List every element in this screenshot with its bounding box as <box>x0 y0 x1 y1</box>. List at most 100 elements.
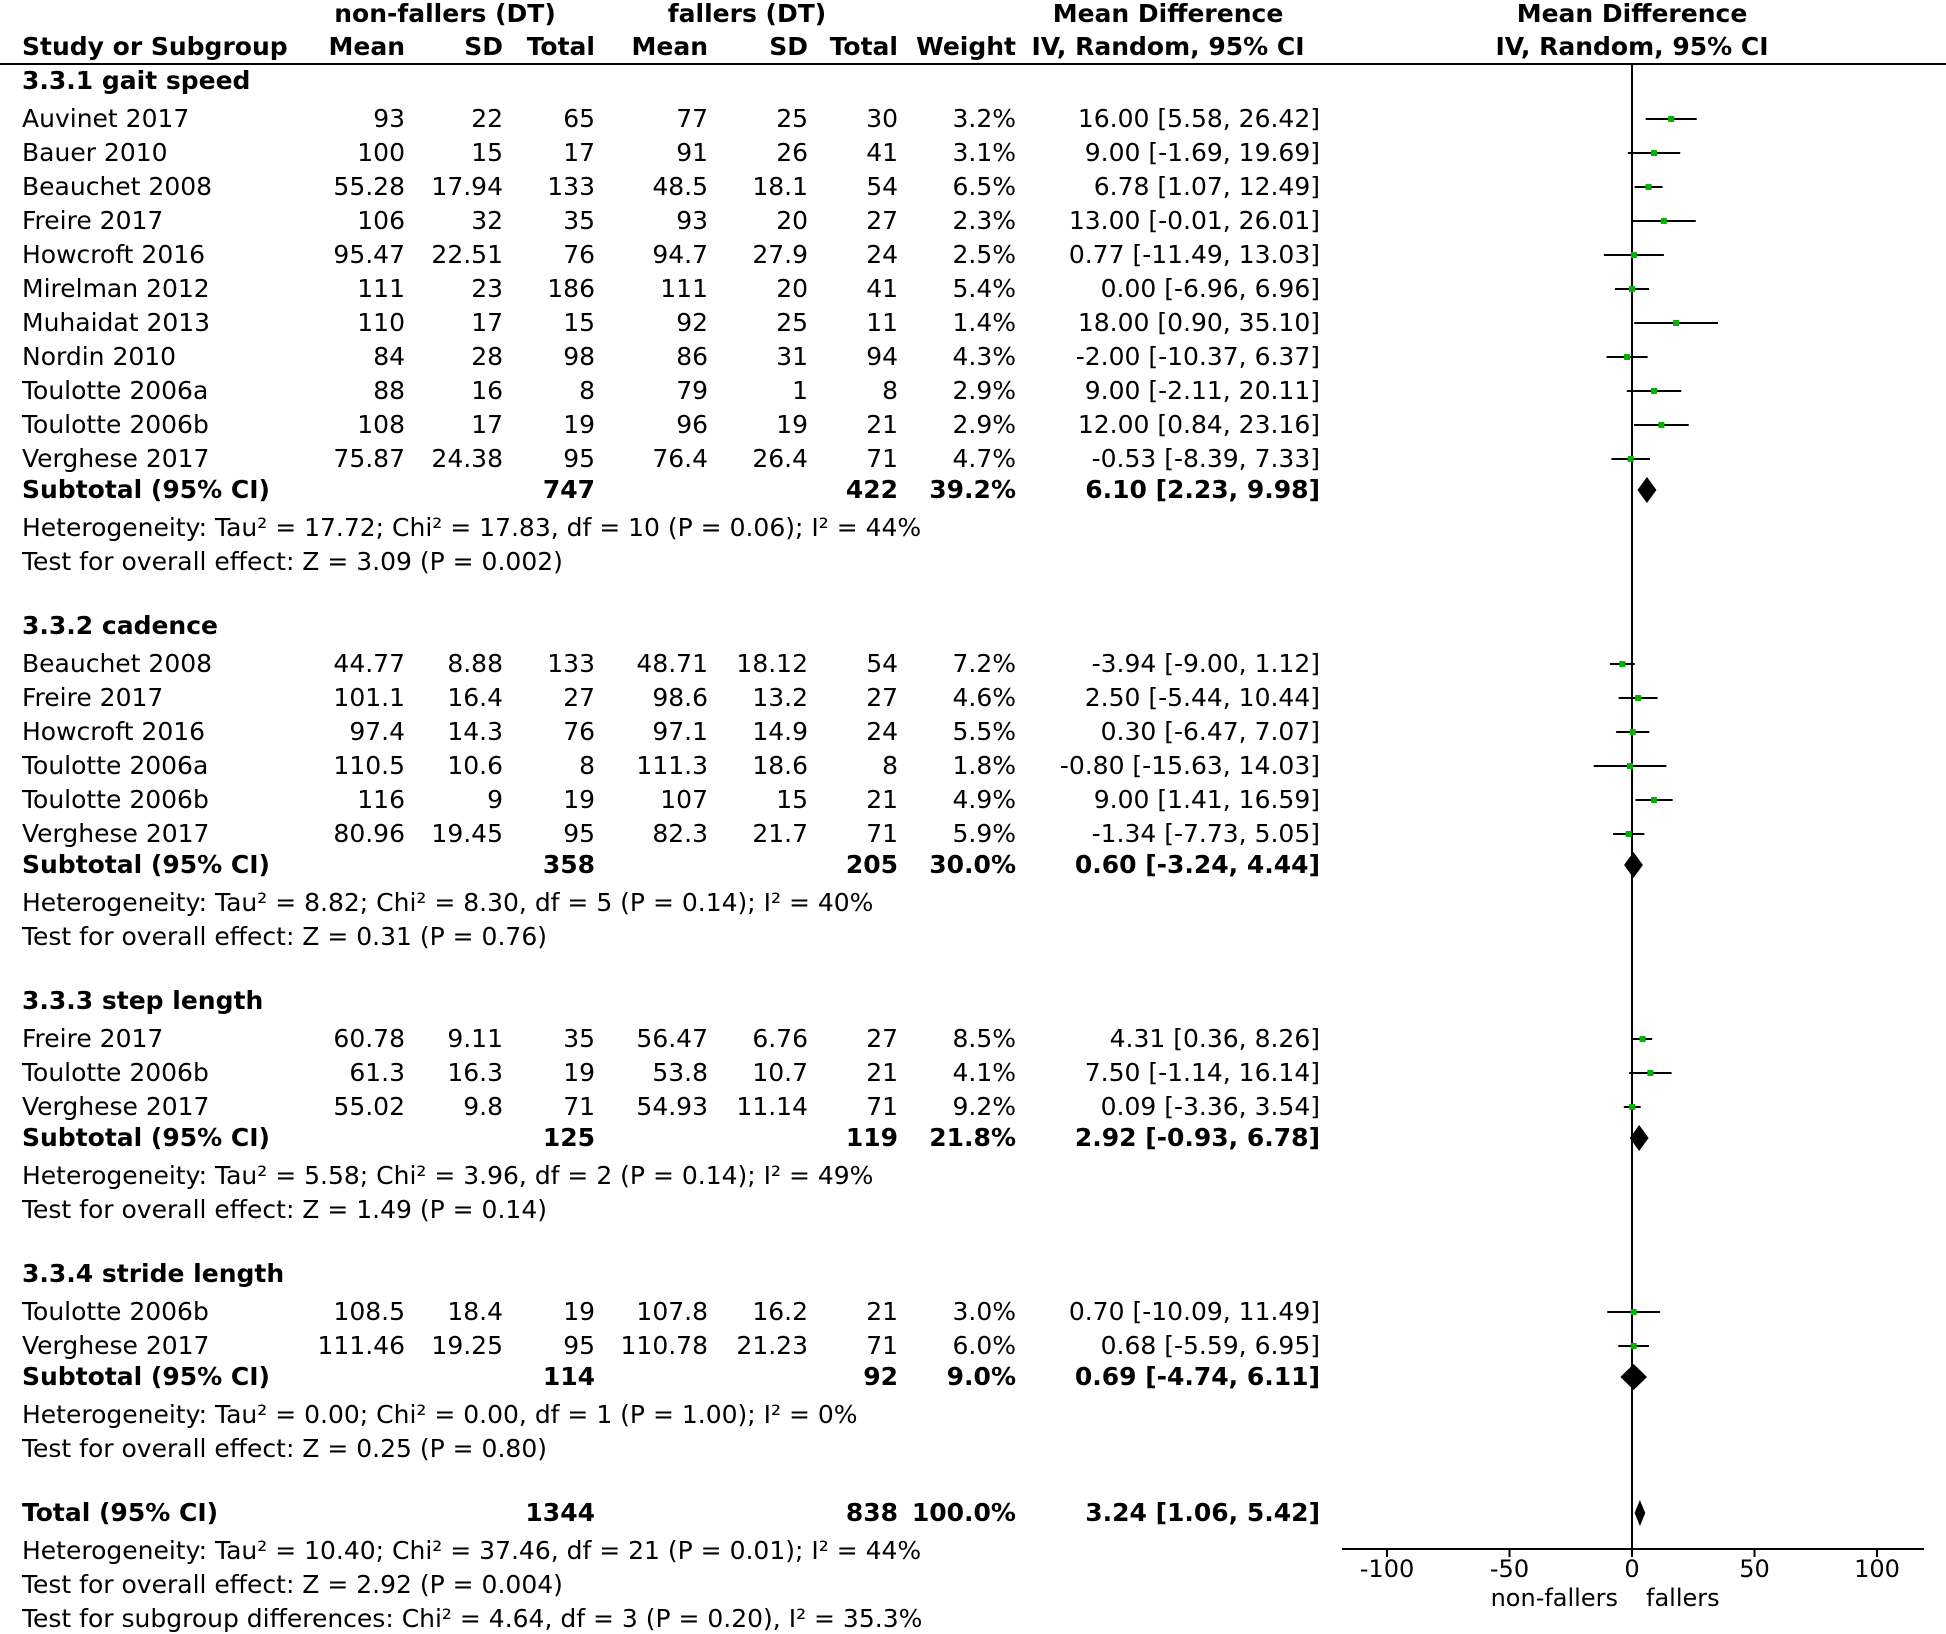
favours-right-label: fallers <box>1646 1584 1720 1612</box>
study-total2: 27 <box>866 206 898 235</box>
study-sd2: 27.9 <box>752 240 808 269</box>
study-total2: 54 <box>866 172 898 201</box>
subtotal-weight: 30.0% <box>929 850 1016 879</box>
study-point <box>1651 388 1658 394</box>
study-point <box>1645 184 1652 190</box>
study-weight: 2.3% <box>952 206 1016 235</box>
study-mean2: 76.4 <box>652 444 708 473</box>
study-mean1: 60.78 <box>333 1024 405 1053</box>
overall-effect-text: Test for overall effect: Z = 0.31 (P = 0… <box>22 922 547 951</box>
study-weight: 4.7% <box>952 444 1016 473</box>
study-mean1: 108.5 <box>333 1297 405 1326</box>
study-weight: 8.5% <box>952 1024 1016 1053</box>
study-ci: 2.50 [-5.44, 10.44] <box>1084 683 1320 712</box>
study-total1: 95 <box>563 819 595 848</box>
study-weight: 1.8% <box>952 751 1016 780</box>
study-sd2: 18.1 <box>752 172 808 201</box>
footer-heterogeneity: Heterogeneity: Tau² = 10.40; Chi² = 37.4… <box>22 1536 922 1565</box>
study-name: Beauchet 2008 <box>22 649 213 678</box>
study-sd2: 19 <box>776 410 808 439</box>
study-point <box>1673 320 1680 326</box>
study-mean2: 94.7 <box>652 240 708 269</box>
study-sd2: 18.6 <box>752 751 808 780</box>
study-name: Verghese 2017 <box>22 1092 210 1121</box>
study-weight: 3.1% <box>952 138 1016 167</box>
study-mean2: 86 <box>676 342 708 371</box>
overall-effect-text: Test for overall effect: Z = 1.49 (P = 0… <box>22 1195 547 1224</box>
study-ci: 0.70 [-10.09, 11.49] <box>1068 1297 1320 1326</box>
x-tick-label: -50 <box>1490 1555 1529 1583</box>
heterogeneity-text: Heterogeneity: Tau² = 17.72; Chi² = 17.8… <box>22 513 922 542</box>
study-sd1: 9.11 <box>447 1024 503 1053</box>
study-mean1: 101.1 <box>333 683 405 712</box>
study-name: Verghese 2017 <box>22 1331 210 1360</box>
subtotal-total1: 747 <box>542 475 595 504</box>
study-ci: 6.78 [1.07, 12.49] <box>1093 172 1320 201</box>
study-name: Auvinet 2017 <box>22 104 190 133</box>
study-sd1: 17 <box>471 410 503 439</box>
study-name: Toulotte 2006a <box>22 751 209 780</box>
study-point <box>1639 1036 1646 1042</box>
header-study-col: Study or Subgroup <box>22 32 288 61</box>
study-total2: 41 <box>866 138 898 167</box>
total-total1: 1344 <box>525 1498 595 1527</box>
study-total1: 8 <box>579 376 595 405</box>
study-total2: 71 <box>866 819 898 848</box>
overall-effect-text: Test for overall effect: Z = 3.09 (P = 0… <box>22 547 563 576</box>
study-total2: 27 <box>866 1024 898 1053</box>
study-ci: -0.80 [-15.63, 14.03] <box>1059 751 1320 780</box>
study-total2: 30 <box>866 104 898 133</box>
header-weight: Weight <box>916 32 1016 61</box>
study-sd2: 13.2 <box>752 683 808 712</box>
header-md-title: Mean Difference <box>1052 0 1284 28</box>
study-sd1: 16.3 <box>447 1058 503 1087</box>
study-weight: 6.0% <box>952 1331 1016 1360</box>
study-point <box>1619 661 1626 667</box>
study-sd2: 18.12 <box>736 649 808 678</box>
subtotal-label: Subtotal (95% CI) <box>22 1123 270 1152</box>
study-point <box>1629 286 1635 292</box>
study-ci: 9.00 [-1.69, 19.69] <box>1084 138 1320 167</box>
study-weight: 3.2% <box>952 104 1016 133</box>
study-weight: 1.4% <box>952 308 1016 337</box>
study-total1: 27 <box>563 683 595 712</box>
study-mean2: 110.78 <box>620 1331 708 1360</box>
study-total1: 35 <box>563 206 595 235</box>
subtotal-label: Subtotal (95% CI) <box>22 1362 270 1391</box>
subtotal-ci: 0.60 [-3.24, 4.44] <box>1074 850 1320 879</box>
study-sd1: 16.4 <box>447 683 503 712</box>
study-name: Howcroft 2016 <box>22 240 206 269</box>
subtotal-weight: 9.0% <box>946 1362 1016 1391</box>
study-sd2: 16.2 <box>752 1297 808 1326</box>
study-mean1: 44.77 <box>333 649 405 678</box>
total-weight: 100.0% <box>911 1498 1016 1527</box>
study-sd1: 24.38 <box>431 444 503 473</box>
study-mean2: 53.8 <box>652 1058 708 1087</box>
study-point <box>1627 763 1634 769</box>
study-total2: 8 <box>882 376 898 405</box>
subtotal-ci: 0.69 [-4.74, 6.11] <box>1074 1362 1320 1391</box>
study-name: Toulotte 2006a <box>22 376 209 405</box>
study-mean2: 96 <box>676 410 708 439</box>
study-name: Toulotte 2006b <box>22 410 209 439</box>
study-name: Nordin 2010 <box>22 342 177 371</box>
study-mean2: 97.1 <box>652 717 708 746</box>
subtotal-total2: 422 <box>845 475 898 504</box>
study-total2: 41 <box>866 274 898 303</box>
header-plot-title: Mean Difference <box>1516 0 1748 28</box>
study-mean1: 61.3 <box>349 1058 405 1087</box>
study-total1: 71 <box>563 1092 595 1121</box>
study-total2: 21 <box>866 1297 898 1326</box>
study-sd2: 21.7 <box>752 819 808 848</box>
header-sd2: SD <box>769 32 808 61</box>
study-sd2: 11.14 <box>736 1092 808 1121</box>
study-total1: 19 <box>563 785 595 814</box>
header-plot-method: IV, Random, 95% CI <box>1495 32 1769 61</box>
header-sd1: SD <box>464 32 503 61</box>
study-sd1: 23 <box>471 274 503 303</box>
study-total2: 94 <box>866 342 898 371</box>
study-sd1: 28 <box>471 342 503 371</box>
total-label: Total (95% CI) <box>22 1498 219 1527</box>
study-name: Verghese 2017 <box>22 444 210 473</box>
header-mean2: Mean <box>631 32 708 61</box>
